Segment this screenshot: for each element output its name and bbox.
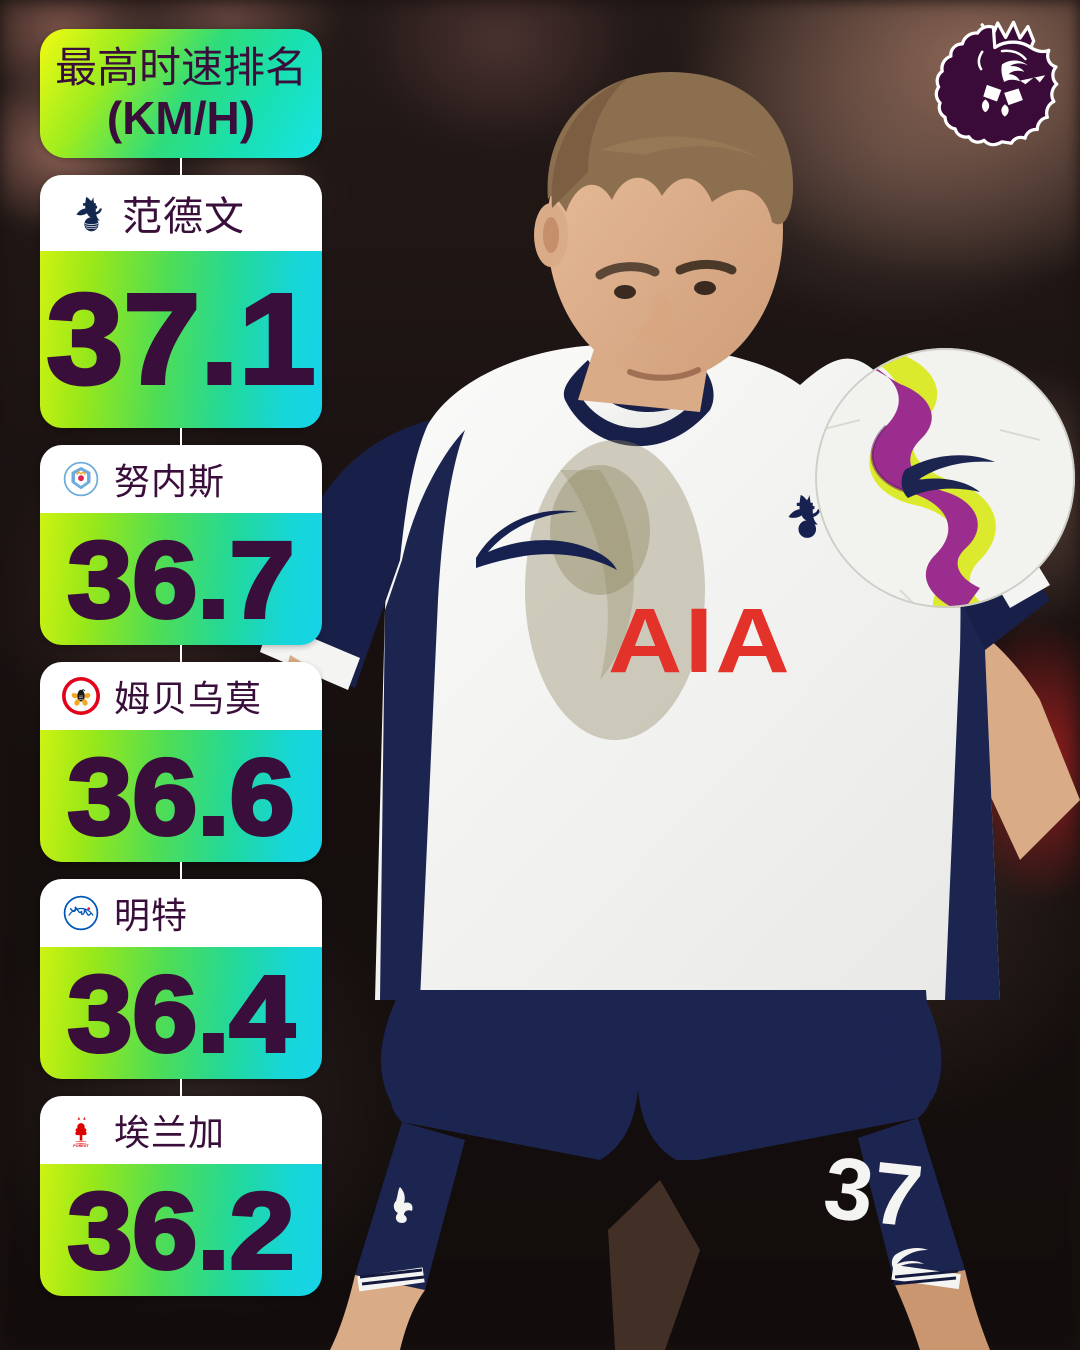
svg-text:37: 37 xyxy=(819,1137,927,1246)
svg-text:AIA: AIA xyxy=(608,589,792,692)
